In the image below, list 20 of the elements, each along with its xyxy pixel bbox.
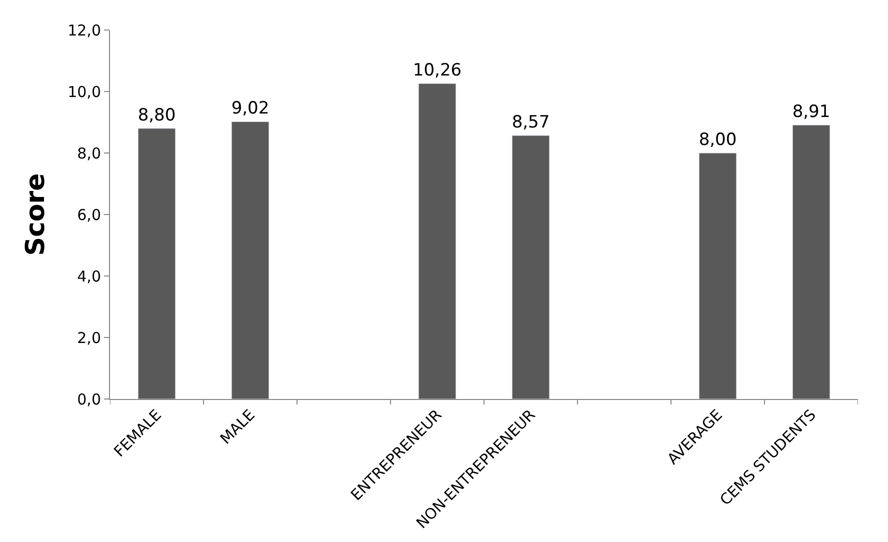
bar [792, 124, 830, 399]
data-label: 9,02 [231, 98, 270, 119]
bar [231, 121, 270, 399]
y-tick-label: 2,0 [77, 328, 101, 347]
data-label: 10,26 [412, 60, 462, 81]
bar [138, 128, 176, 399]
data-label: 8,91 [792, 102, 830, 122]
y-tick-label: 4,0 [77, 267, 101, 286]
y-axis-title: Score [20, 173, 51, 256]
y-tick-label: 0,0 [77, 390, 101, 408]
y-tick-label: 6,0 [77, 206, 101, 224]
y-tick-label: 8,0 [77, 144, 101, 162]
y-tick-label: 12,0 [68, 21, 101, 40]
y-tick-label: 10,0 [68, 82, 101, 101]
data-label: 8,57 [512, 112, 550, 132]
data-label: 8,80 [138, 105, 176, 126]
bar [418, 83, 456, 399]
bar [698, 152, 737, 399]
bar [512, 135, 550, 399]
data-label: 8,00 [698, 130, 737, 150]
